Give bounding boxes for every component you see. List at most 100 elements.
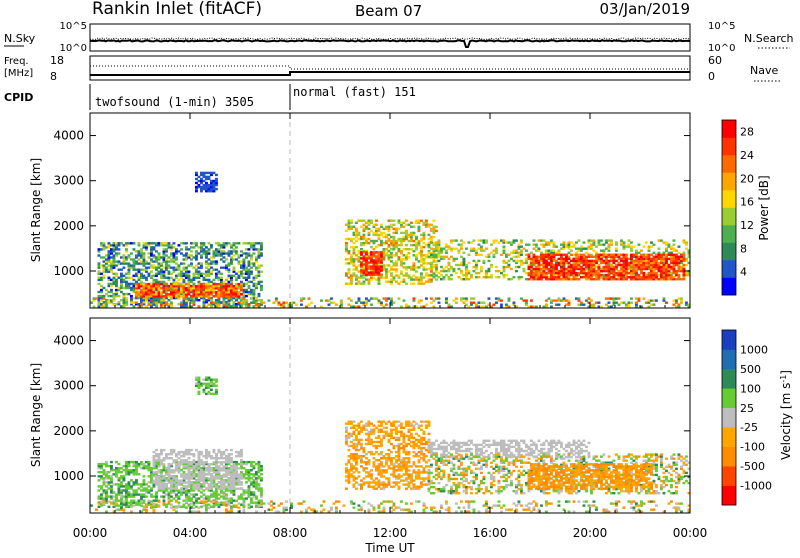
heatmap-cell — [363, 242, 366, 244]
heatmap-cell — [453, 268, 456, 270]
heatmap-cell — [155, 283, 158, 285]
heatmap-cell — [470, 274, 473, 276]
heatmap-cell — [178, 469, 181, 471]
heatmap-cell — [230, 256, 233, 258]
heatmap-cell — [540, 239, 543, 241]
heatmap-cell — [575, 297, 578, 299]
heatmap-cell — [430, 262, 433, 264]
heatmap-cell — [550, 239, 553, 241]
heatmap-cell — [105, 299, 108, 301]
heatmap-cell — [473, 260, 476, 262]
heatmap-cell — [380, 274, 383, 276]
heatmap-cell — [250, 293, 253, 295]
heatmap-cell — [218, 291, 221, 293]
heatmap-cell — [185, 459, 188, 461]
heatmap-cell — [183, 506, 186, 508]
heatmap-cell — [140, 461, 143, 463]
heatmap-cell — [198, 262, 201, 264]
heatmap-cell — [183, 486, 186, 488]
heatmap-cell — [650, 270, 653, 272]
heatmap-cell — [533, 276, 536, 278]
heatmap-cell — [165, 506, 168, 508]
heatmap-cell — [365, 242, 368, 244]
heatmap-cell — [548, 250, 551, 252]
heatmap-cell — [170, 453, 173, 455]
heatmap-cell — [110, 289, 113, 291]
heatmap-cell — [668, 270, 671, 272]
power-colorbar-segment — [722, 260, 736, 278]
heatmap-cell — [358, 270, 361, 272]
heatmap-cell — [188, 297, 191, 299]
heatmap-cell — [403, 258, 406, 260]
heatmap-cell — [138, 250, 141, 252]
heatmap-cell — [158, 252, 161, 254]
heatmap-cell — [250, 271, 253, 273]
heatmap-cell — [195, 469, 198, 471]
heatmap-cell — [130, 267, 133, 269]
heatmap-cell — [208, 477, 211, 479]
heatmap-cell — [478, 276, 481, 278]
heatmap-cell — [98, 291, 101, 293]
heatmap-cell — [348, 222, 351, 224]
heatmap-cell — [198, 291, 201, 293]
heatmap-cell — [413, 274, 416, 276]
heatmap-cell — [168, 267, 171, 269]
heatmap-cell — [540, 276, 543, 278]
heatmap-cell — [600, 258, 603, 260]
heatmap-cell — [425, 262, 428, 264]
heatmap-cell — [368, 220, 371, 222]
heatmap-cell — [670, 246, 673, 248]
heatmap-cell — [188, 449, 191, 451]
heatmap-cell — [203, 283, 206, 285]
heatmap-cell — [190, 250, 193, 252]
heatmap-cell — [123, 297, 126, 299]
heatmap-cell — [383, 232, 386, 234]
heatmap-cell — [333, 302, 336, 304]
heatmap-cell — [668, 258, 671, 260]
heatmap-cell — [185, 267, 188, 269]
heatmap-cell — [603, 270, 606, 272]
heatmap-cell — [255, 477, 258, 479]
heatmap-cell — [158, 271, 161, 273]
heatmap-cell — [408, 266, 411, 268]
heatmap-cell — [98, 479, 101, 481]
heatmap-cell — [260, 473, 263, 475]
heatmap-cell — [248, 291, 251, 293]
heatmap-cell — [593, 260, 596, 262]
heatmap-cell — [363, 263, 366, 265]
heatmap-cell — [158, 479, 161, 481]
heatmap-cell — [120, 285, 123, 287]
heatmap-cell — [380, 240, 383, 242]
heatmap-cell — [153, 506, 156, 508]
heatmap-cell — [545, 260, 548, 262]
heatmap-cell — [405, 304, 408, 306]
heatmap-cell — [235, 303, 238, 305]
heatmap-cell — [148, 485, 151, 487]
heatmap-cell — [518, 244, 521, 246]
heatmap-cell — [133, 297, 136, 299]
heatmap-cell — [363, 224, 366, 226]
heatmap-cell — [210, 493, 213, 495]
heatmap-cell — [505, 262, 508, 264]
heatmap-cell — [100, 279, 103, 281]
heatmap-cell — [243, 493, 246, 495]
heatmap-cell — [403, 299, 406, 301]
heatmap-cell — [373, 259, 376, 261]
heatmap-cell — [565, 272, 568, 274]
heatmap-cell — [240, 281, 243, 283]
heatmap-cell — [420, 246, 423, 248]
heatmap-cell — [370, 222, 373, 224]
heatmap-cell — [120, 242, 123, 244]
heatmap-cell — [583, 270, 586, 272]
power-colorbar-segment — [722, 173, 736, 191]
heatmap-cell — [143, 291, 146, 293]
heatmap-cell — [680, 266, 683, 268]
heatmap-cell — [140, 273, 143, 275]
heatmap-cell — [243, 260, 246, 262]
heatmap-cell — [210, 297, 213, 299]
heatmap-cell — [353, 238, 356, 240]
heatmap-cell — [615, 278, 618, 280]
y-tick-label: 1000 — [53, 264, 84, 278]
